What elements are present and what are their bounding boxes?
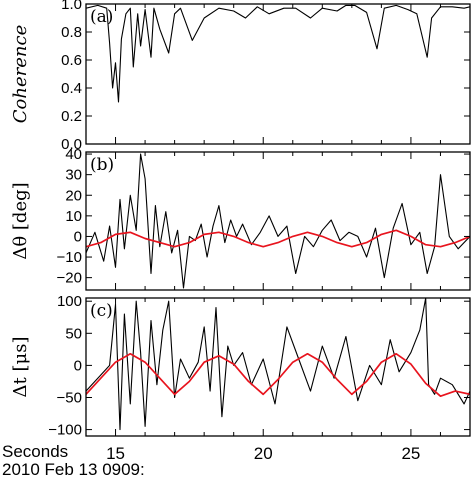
x-tick-label: 20	[254, 444, 273, 463]
y-tick-label: 0	[74, 357, 82, 374]
delta-t-axis-label: Δt [μs]	[10, 337, 31, 398]
coherence-axis-label: Coherence	[10, 25, 31, 123]
y-tick-label: 0.2	[61, 108, 82, 125]
data-line-black	[86, 298, 470, 431]
plot-frame	[85, 3, 471, 145]
y-tick-label: 0.4	[61, 80, 82, 97]
y-tick-label: 100	[57, 293, 82, 310]
plot-frame	[85, 151, 471, 291]
y-tick-label: 10	[65, 208, 82, 225]
y-tick-label: −10	[57, 249, 82, 266]
y-tick-label: 1.0	[61, 0, 82, 13]
y-tick-label: −20	[57, 270, 82, 287]
x-tick-label: 15	[106, 444, 125, 463]
data-line-black	[86, 153, 470, 289]
fit-curve-red	[86, 229, 470, 248]
panel-label: (a)	[90, 7, 113, 27]
y-tick-label: 0.8	[61, 24, 82, 41]
data-line-black	[86, 4, 470, 103]
panel-label: (b)	[90, 155, 114, 175]
y-tick-label: 20	[65, 187, 82, 204]
y-tick-label: 30	[65, 167, 82, 184]
date-caption: 2010 Feb 13 0909:	[2, 460, 145, 479]
delta-theta-axis-label: Δθ [deg]	[10, 182, 31, 259]
y-tick-label: −100	[48, 422, 82, 439]
y-tick-label: 50	[65, 325, 82, 342]
x-axis-title: Seconds	[2, 442, 69, 461]
y-tick-label: 0.0	[61, 136, 82, 153]
x-tick-label: 25	[401, 444, 420, 463]
panel-label: (c)	[90, 301, 113, 321]
y-tick-label: 0	[74, 228, 82, 245]
plot-frame	[85, 297, 471, 437]
y-tick-label: 40	[65, 146, 82, 163]
y-tick-label: −50	[57, 389, 82, 406]
y-tick-label: 0.6	[61, 52, 82, 69]
fit-curve-red	[86, 352, 470, 398]
